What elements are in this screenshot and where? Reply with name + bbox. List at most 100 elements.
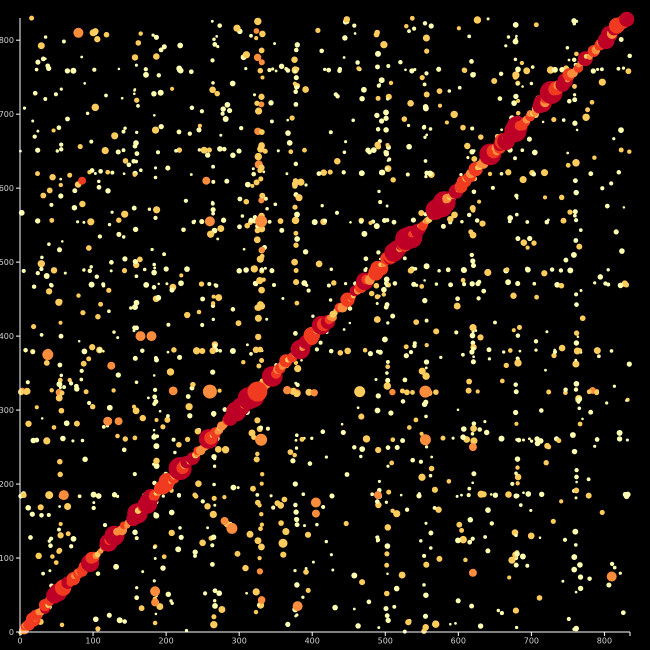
scatter-point — [254, 417, 261, 424]
scatter-point — [168, 386, 178, 396]
scatter-point — [178, 280, 184, 287]
scatter-point — [605, 401, 609, 405]
scatter-point — [403, 344, 409, 350]
scatter-point — [254, 100, 260, 106]
scatter-point — [94, 36, 101, 43]
scatter-point — [94, 274, 100, 279]
scatter-point — [49, 202, 54, 207]
scatter-point — [48, 569, 52, 573]
scatter-point — [212, 603, 218, 609]
scatter-point — [361, 230, 368, 237]
scatter-point — [428, 530, 434, 536]
scatter-point — [222, 407, 228, 412]
scatter-point — [155, 294, 162, 301]
scatter-point — [592, 155, 597, 160]
scatter-point — [116, 617, 123, 624]
points-layer — [17, 11, 635, 636]
scatter-point — [57, 532, 64, 539]
scatter-point — [293, 75, 299, 81]
scatter-point — [152, 579, 156, 583]
scatter-point — [394, 444, 400, 451]
highlight-point — [42, 349, 54, 361]
scatter-point — [304, 566, 308, 570]
scatter-point — [210, 19, 214, 23]
scatter-point — [58, 386, 62, 390]
scatter-point — [294, 300, 300, 306]
scatter-point — [294, 236, 300, 242]
scatter-point — [306, 288, 311, 293]
scatter-point — [200, 322, 205, 328]
scatter-point — [512, 22, 519, 28]
scatter-point — [145, 282, 149, 287]
scatter-point — [573, 213, 577, 218]
scatter-point — [413, 266, 418, 271]
scatter-point — [51, 128, 56, 133]
scatter-point — [597, 354, 601, 359]
scatter-point — [37, 504, 44, 511]
scatter-point — [447, 89, 452, 93]
scatter-point — [447, 215, 454, 223]
scatter-point — [455, 296, 460, 302]
scatter-point — [76, 220, 80, 224]
scatter-point — [292, 183, 298, 189]
scatter-point — [367, 351, 373, 357]
scatter-point — [210, 301, 216, 306]
scatter-point — [315, 522, 319, 527]
scatter-point — [514, 473, 522, 481]
scatter-point — [244, 67, 248, 71]
scatter-point — [398, 59, 403, 65]
scatter-point — [258, 142, 265, 149]
scatter-point — [255, 333, 262, 341]
scatter-point — [533, 22, 539, 28]
scatter-point — [43, 437, 51, 445]
scatter-point — [259, 522, 265, 527]
scatter-point — [294, 522, 300, 528]
scatter-point — [25, 420, 32, 427]
scatter-point — [34, 405, 39, 410]
scatter-point — [197, 148, 202, 152]
scatter-point — [211, 81, 215, 85]
scatter-point — [210, 201, 215, 206]
scatter-point — [531, 240, 537, 246]
scatter-point — [559, 499, 564, 504]
scatter-point — [207, 281, 212, 287]
scatter-point — [79, 368, 84, 374]
scatter-point — [220, 217, 227, 223]
scatter-point — [25, 504, 32, 511]
scatter-point — [249, 352, 253, 356]
scatter-point — [370, 147, 377, 153]
scatter-point — [358, 219, 364, 224]
scatter-point — [257, 346, 264, 353]
scatter-point — [304, 531, 312, 538]
scatter-point — [295, 433, 299, 438]
scatter-point — [513, 93, 519, 100]
scatter-point — [199, 347, 206, 355]
scatter-point — [459, 535, 467, 544]
scatter-point — [499, 611, 504, 616]
scatter-point — [31, 350, 36, 354]
scatter-point — [329, 267, 334, 271]
scatter-point — [92, 67, 97, 72]
scatter-point — [43, 360, 50, 366]
scatter-point — [76, 293, 81, 298]
scatter-point — [428, 23, 434, 29]
scatter-point — [547, 218, 550, 222]
scatter-point — [166, 414, 170, 418]
scatter-point — [340, 422, 344, 426]
scatter-point — [362, 347, 368, 353]
scatter-point — [106, 287, 112, 293]
scatter-point — [512, 71, 520, 79]
scatter-point — [327, 169, 333, 175]
scatter-point — [422, 105, 429, 112]
scatter-point — [41, 571, 45, 576]
scatter-point — [255, 107, 263, 115]
scatter-point — [316, 171, 322, 176]
scatter-point — [378, 83, 382, 86]
scatter-point — [406, 425, 412, 430]
scatter-point — [67, 377, 72, 383]
scatter-point — [469, 332, 476, 339]
scatter-point — [424, 174, 428, 179]
scatter-point — [64, 68, 71, 74]
scatter-point — [549, 267, 555, 272]
scatter-point — [65, 116, 70, 122]
